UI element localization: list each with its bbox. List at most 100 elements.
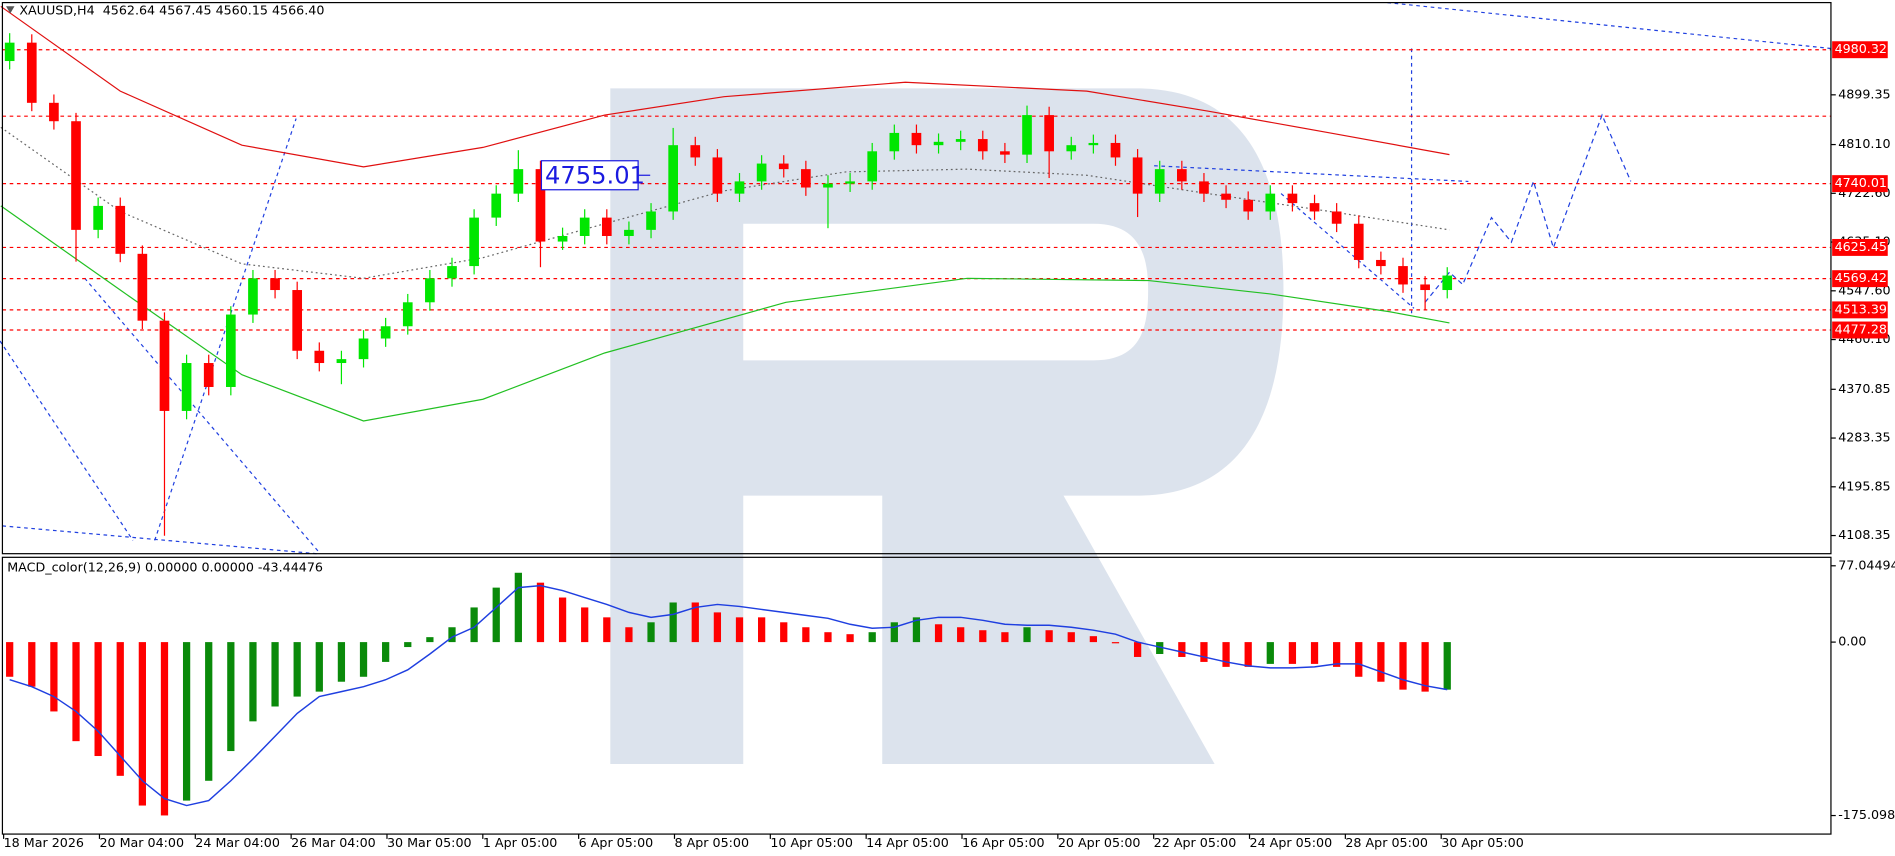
macd-bar [426, 637, 434, 643]
candle-body [26, 42, 37, 103]
y-tick-label: 4108.35 [1838, 527, 1890, 542]
macd-bar [603, 617, 611, 643]
macd-title: MACD_color(12,26,9) 0.00000 0.00000 -43.… [7, 560, 323, 575]
y-tick-label: -175.09847 [1838, 807, 1895, 822]
y-tick-label: 4370.85 [1838, 381, 1890, 396]
macd-bar [514, 572, 522, 643]
macd-bar [28, 642, 36, 687]
candle-body [4, 42, 15, 62]
macd-bar [1333, 642, 1341, 667]
y-tick-label: 4810.10 [1838, 136, 1890, 151]
macd-bar [1399, 642, 1407, 690]
candle-body [557, 235, 568, 242]
y-tick-label: 77.04494 [1838, 557, 1895, 572]
macd-bar [1001, 632, 1009, 643]
macd-bar [1310, 642, 1319, 664]
macd-bar [912, 617, 921, 643]
candle-body [756, 163, 767, 182]
candle-body [358, 338, 369, 360]
macd-bar [160, 642, 169, 816]
x-tick-label: 30 Mar 05:00 [387, 835, 472, 850]
level-label: 4569.42 [1835, 270, 1887, 285]
macd-bar [890, 622, 898, 643]
macd-bar [1111, 642, 1120, 644]
candle-body [1265, 193, 1276, 212]
y-tick-label: 4899.35 [1838, 86, 1890, 101]
level-label: 4740.01 [1835, 175, 1887, 190]
macd-bar [1067, 632, 1075, 643]
candle-body [491, 193, 502, 218]
macd-bar [116, 642, 124, 776]
x-tick-label: 6 Apr 05:00 [579, 835, 654, 850]
watermark [610, 88, 1284, 764]
candle-body [380, 326, 391, 339]
macd-bar [337, 642, 346, 682]
x-tick-label: 18 Mar 2026 [4, 835, 84, 850]
macd-bar [138, 642, 146, 806]
macd-bar [1023, 627, 1031, 643]
macd-bar [293, 642, 301, 697]
macd-bar [868, 632, 876, 643]
candle-body [579, 217, 590, 236]
candle-body [734, 181, 745, 194]
candle-body [778, 163, 789, 170]
macd-bar [382, 642, 390, 662]
plot-area: 4755.01 [0, 5, 1831, 816]
trend-line [154, 118, 297, 541]
macd-bar [802, 627, 810, 643]
macd-bar [94, 642, 102, 757]
candle-body [1353, 223, 1364, 260]
candle-body [646, 211, 656, 230]
macd-bar [205, 642, 213, 781]
candle-body [203, 363, 214, 387]
trend-line [1280, 193, 1415, 309]
macd-bar [271, 642, 279, 707]
macd-bar [1178, 642, 1186, 657]
x-tick-label: 22 Apr 05:00 [1154, 835, 1237, 850]
candle-body [867, 151, 878, 182]
x-tick-label: 20 Mar 04:00 [99, 835, 184, 850]
y-tick-label: 4195.85 [1838, 478, 1890, 493]
candle-body [447, 266, 457, 279]
candle-body [801, 169, 811, 188]
candle-body [911, 132, 922, 146]
price-panel-frame [1, 1, 1832, 555]
candle-body [1243, 199, 1254, 212]
candle-body [1022, 115, 1032, 155]
level-label-box [1832, 321, 1888, 339]
x-tick-label: 16 Apr 05:00 [962, 835, 1045, 850]
candle-body [1442, 275, 1453, 291]
candle-body [1000, 151, 1010, 155]
candle-body [955, 139, 966, 142]
symbol-icon [6, 6, 15, 14]
x-tick-label: 24 Mar 04:00 [195, 835, 280, 850]
candle-body [1287, 193, 1298, 204]
level-label: 4513.39 [1835, 301, 1887, 316]
candle-body [336, 359, 347, 364]
macd-bar [824, 632, 832, 643]
x-tick-label: 28 Apr 05:00 [1345, 835, 1428, 850]
level-label: 4477.28 [1835, 321, 1887, 336]
candle-body [977, 139, 988, 152]
macd-bar [1443, 642, 1451, 690]
candle-body [49, 102, 59, 122]
trend-line [1154, 165, 1469, 183]
candle-body [248, 278, 258, 315]
symbol-title: XAUUSD,H4 4562.64 4567.45 4560.15 4566.4… [19, 3, 324, 18]
candle-body [1044, 115, 1054, 152]
macd-bar [558, 597, 567, 643]
macd-bar [735, 617, 744, 643]
annotation-label: 4755.01 [545, 161, 645, 189]
x-tick-label: 26 Mar 04:00 [291, 835, 376, 850]
candle-body [1420, 284, 1430, 291]
candle-body [292, 290, 303, 351]
macd-bar [979, 630, 987, 643]
macd-bar [758, 617, 766, 643]
level-label: 4625.45 [1835, 239, 1887, 254]
x-tick-label: 8 Apr 05:00 [674, 835, 749, 850]
macd-bar [713, 612, 722, 643]
candle-body [1088, 142, 1099, 146]
trend-line [2, 525, 317, 555]
candle-body [1331, 211, 1342, 224]
